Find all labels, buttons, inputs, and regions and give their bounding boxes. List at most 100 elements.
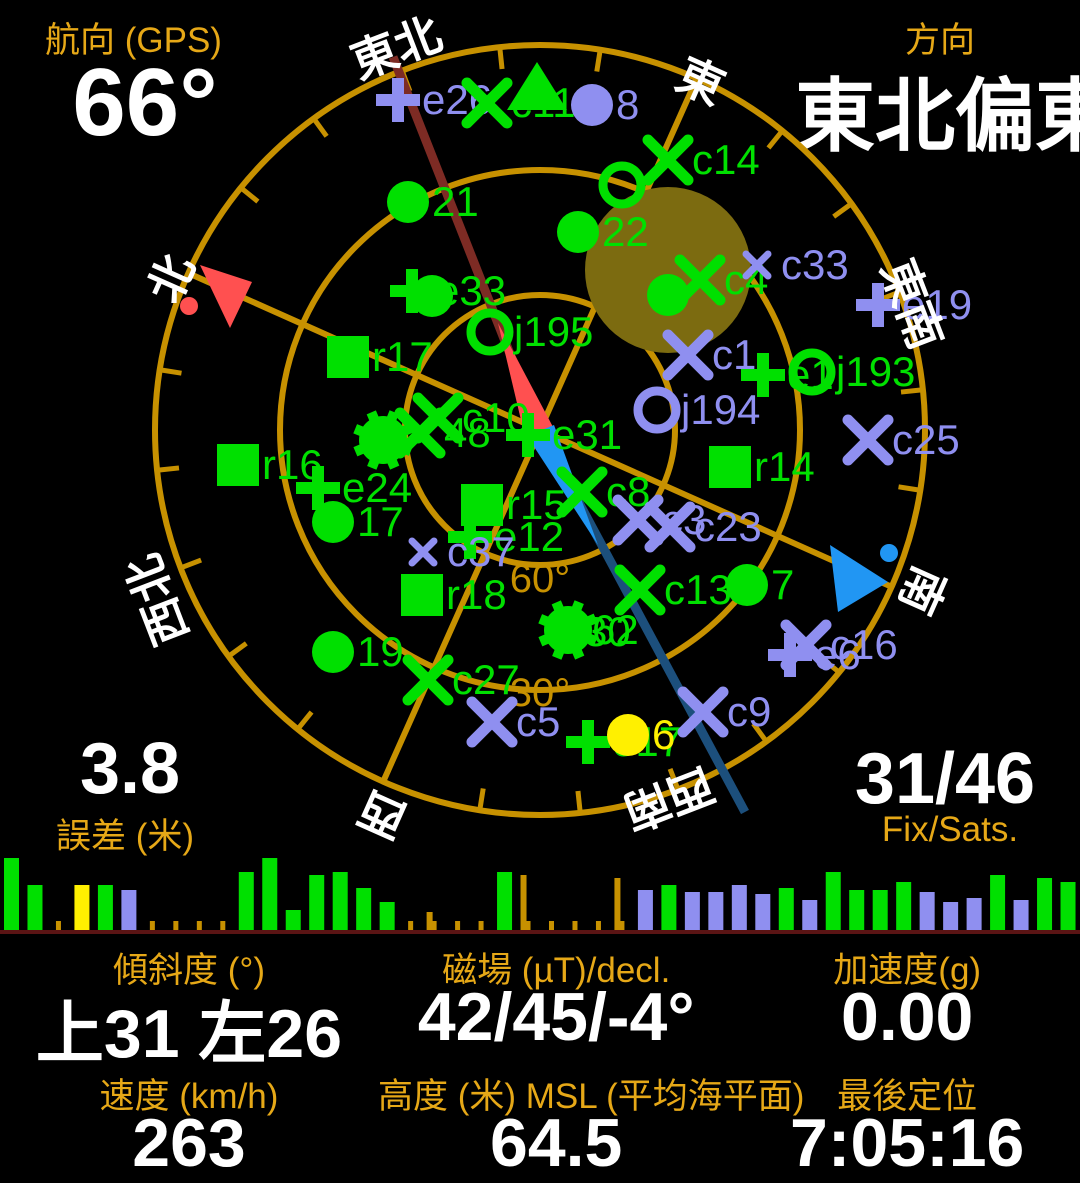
signal-bar: [966, 898, 982, 930]
sat-ring: [598, 161, 646, 209]
signal-bar: [379, 902, 395, 930]
ring-tick: [311, 117, 329, 138]
ring-tick: [667, 767, 681, 791]
elevation-label: 30°: [510, 671, 571, 715]
ring-tick: [832, 201, 853, 219]
sat-square: [217, 444, 259, 486]
sat-label: 6: [652, 711, 675, 758]
lastfix-value: 7:05:16: [789, 1105, 1025, 1181]
sat-x: [408, 537, 438, 567]
satellite-marker-j195: j195: [466, 308, 593, 356]
stats-row1-labels: 傾斜度 (°) 磁場 (µT)/decl. 加速度(g): [0, 942, 1080, 993]
signal-bar: [97, 885, 113, 930]
bar-tick: [220, 921, 226, 930]
signal-bar: [990, 875, 1006, 930]
compass-label: 西北: [116, 547, 198, 652]
satellite-marker-tri: [507, 62, 567, 110]
satellite-marker-j194: j194: [633, 386, 760, 434]
sat-x: [662, 329, 714, 381]
altitude-value: 64.5: [490, 1105, 623, 1181]
accel-value: 0.00: [841, 979, 974, 1055]
elevation-ring: [152, 42, 928, 818]
heading-value: 66°: [72, 49, 218, 156]
signal-bar: [778, 888, 794, 930]
satellite-marker-17: 17: [312, 498, 404, 545]
signal-bar: [27, 885, 43, 930]
sat-label: 22: [602, 208, 649, 255]
tilt-value: 上31 左26: [35, 996, 343, 1072]
ring-tick: [381, 760, 395, 783]
sat-dot: [387, 181, 429, 223]
satellite-marker-r18: r18: [401, 571, 507, 618]
ring-tick: [751, 722, 769, 743]
speed-label: 速度 (km/h): [99, 1077, 279, 1116]
satellite-marker-c37: c37: [408, 528, 515, 575]
satellite-marker-7: 7: [726, 561, 794, 608]
ring-tick: [898, 484, 921, 493]
sat-x: [556, 466, 608, 518]
satellite-marker-8: 8: [571, 81, 639, 128]
fix-sats-label: Fix/Sats.: [881, 810, 1019, 849]
sat-x: [842, 414, 894, 466]
sat-label: j194: [679, 386, 760, 433]
ring-tick: [227, 641, 248, 659]
bar-tick: [595, 921, 601, 930]
sat-label: 7: [771, 561, 794, 608]
sat-dot: [359, 416, 407, 464]
satellite-marker-c5: c5: [466, 696, 560, 748]
signal-bar: [332, 872, 348, 930]
bar-tick: [408, 921, 414, 930]
satellite-marker-62: 62: [538, 600, 639, 660]
satellite-marker-sun: [353, 410, 413, 470]
signal-bar: [4, 858, 19, 930]
satellite-marker-30: 30: [584, 608, 631, 655]
elevation-label: 60°: [510, 557, 571, 601]
signal-bar: [1037, 878, 1053, 930]
sat-label: r18: [446, 571, 507, 618]
sat-label: c27: [452, 656, 520, 703]
skyplot-svg: 60°30°e26c118c142122c4c33e19e33r17j195c1…: [116, 7, 972, 847]
sat-label: c5: [516, 698, 560, 745]
satellite-marker-ring: [598, 161, 646, 209]
sat-label: e24: [342, 464, 412, 511]
sat-label: c14: [692, 136, 760, 183]
sat-ring: [788, 348, 836, 396]
ring-tick: [477, 788, 486, 811]
sat-label: c23: [694, 503, 762, 550]
sat-dot: [607, 714, 649, 756]
sat-label: c33: [781, 241, 849, 288]
signal-bar: [614, 878, 621, 930]
signal-bar: [872, 890, 888, 930]
sat-label: 8: [616, 81, 639, 128]
satellite-marker-19: 19: [312, 628, 404, 675]
bar-tick: [525, 921, 531, 930]
sat-label: 30: [584, 608, 631, 655]
signal-bar: [802, 900, 818, 930]
sat-x: [461, 77, 513, 129]
signal-bar: [309, 875, 325, 930]
bar-baseline: [0, 930, 1080, 934]
signal-bar: [426, 912, 433, 930]
signal-bar: [919, 892, 935, 930]
signal-bar: [285, 910, 301, 930]
signal-bar: [121, 890, 137, 930]
signal-bar: [825, 872, 841, 930]
signal-bar: [238, 872, 254, 930]
satellite-marker-c33: c33: [742, 241, 849, 288]
signal-bar: [849, 890, 865, 930]
sat-ring: [633, 386, 681, 434]
bar-tick: [619, 921, 625, 930]
ring-tick: [159, 367, 182, 376]
signal-bar-chart: [0, 858, 1080, 934]
sat-label: j193: [834, 348, 915, 395]
signal-bar: [637, 890, 653, 930]
mag-label: 磁場 (µT)/decl.: [442, 951, 671, 990]
sat-label: r14: [754, 443, 815, 490]
sat-x: [402, 654, 454, 706]
satellite-marker-21: 21: [387, 178, 479, 225]
satellite-marker-c16: c16: [780, 619, 898, 671]
sat-square: [327, 336, 369, 378]
satellite-marker-c27: c27: [402, 654, 520, 706]
ring-tick: [156, 465, 180, 473]
